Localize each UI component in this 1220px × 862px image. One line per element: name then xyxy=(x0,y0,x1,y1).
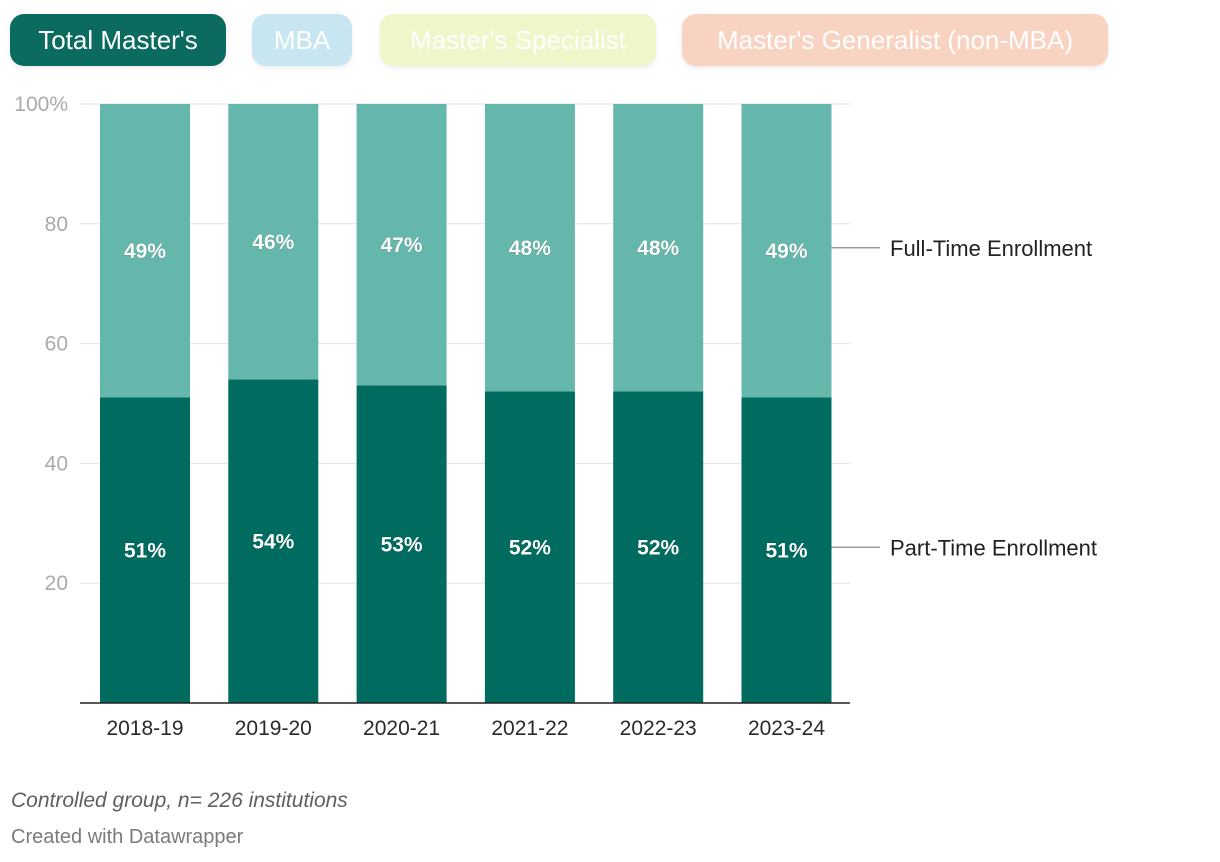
data-label-part-time: 52% xyxy=(509,536,551,559)
x-tick-label: 2020-21 xyxy=(363,717,440,740)
bar-part-time xyxy=(100,397,190,703)
chart-credit: Created with Datawrapper xyxy=(11,826,244,848)
bar-part-time xyxy=(356,385,447,703)
data-label-full-time: 47% xyxy=(381,234,423,257)
series-label-part-time: Part-Time Enrollment xyxy=(890,535,1097,560)
bar-part-time xyxy=(484,391,575,703)
x-tick-label: 2018-19 xyxy=(106,717,183,740)
data-label-part-time: 54% xyxy=(252,530,294,553)
data-label-full-time: 49% xyxy=(765,240,807,263)
y-tick-label: 60 xyxy=(45,333,68,356)
tab-total-masters[interactable]: Total Master's xyxy=(10,14,226,66)
bar-part-time xyxy=(613,391,704,703)
y-tick-label: 40 xyxy=(45,452,68,475)
x-tick-label: 2021-22 xyxy=(491,717,568,740)
bar-part-time xyxy=(228,379,319,703)
y-tick-label: 80 xyxy=(45,213,68,236)
data-label-full-time: 46% xyxy=(252,231,294,254)
x-tick-label: 2023-24 xyxy=(748,717,825,740)
x-tick-label: 2022-23 xyxy=(620,717,697,740)
data-label-part-time: 51% xyxy=(765,539,807,562)
data-label-full-time: 48% xyxy=(509,237,551,260)
bar-full-time xyxy=(741,104,832,398)
data-label-part-time: 52% xyxy=(637,536,679,559)
chart-note: Controlled group, n= 226 institutions xyxy=(11,789,348,812)
data-label-full-time: 49% xyxy=(124,240,166,263)
bar-full-time xyxy=(228,104,319,380)
data-label-part-time: 53% xyxy=(381,533,423,556)
series-label-full-time: Full-Time Enrollment xyxy=(890,236,1092,261)
bar-full-time xyxy=(100,104,190,398)
y-tick-label: 20 xyxy=(45,572,68,595)
bar-full-time xyxy=(484,104,575,392)
tab-mba[interactable]: MBA xyxy=(252,14,352,66)
bar-full-time xyxy=(356,104,447,386)
x-tick-label: 2019-20 xyxy=(235,717,312,740)
y-tick-label: 100% xyxy=(14,93,68,116)
data-label-full-time: 48% xyxy=(637,237,679,260)
tab-masters-specialist[interactable]: Master's Specialist xyxy=(380,14,656,66)
bar-full-time xyxy=(613,104,704,392)
tab-masters-generalist[interactable]: Master's Generalist (non-MBA) xyxy=(682,14,1108,66)
bar-part-time xyxy=(741,397,832,703)
data-label-part-time: 51% xyxy=(124,539,166,562)
stacked-bar-chart: 20 40 60 80 100% 51% 49% 2018-19 54% 46% 2019-20 53… xyxy=(14,93,1097,740)
